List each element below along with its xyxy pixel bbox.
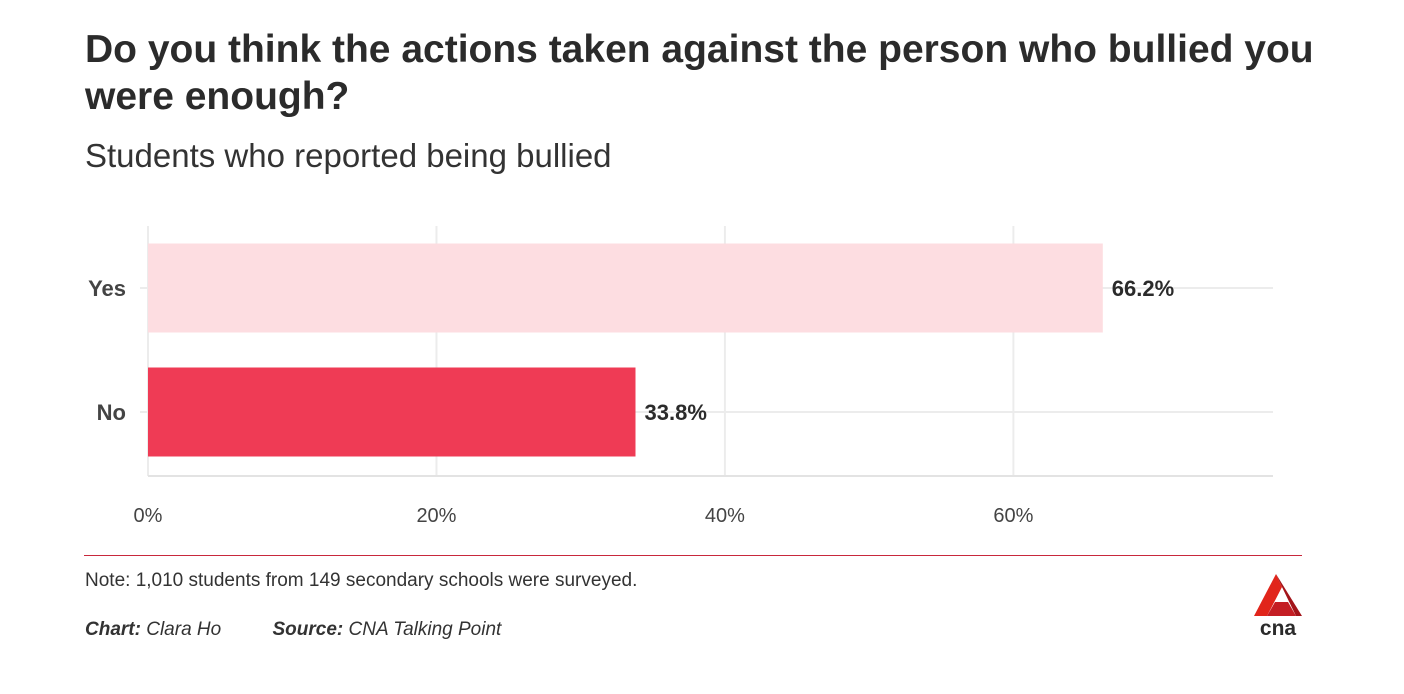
category-label-no: No [97,400,126,425]
cna-logo-mark-left [1254,574,1282,616]
bar-no [148,367,636,457]
x-tick-label-1: 20% [416,505,456,527]
chart-credit-author: Clara Ho [146,619,222,640]
x-tick-label-3: 60% [993,505,1033,527]
cna-logo-mark-base [1267,602,1296,616]
chart-title: Do you think the actions taken against t… [85,28,1314,118]
cna-logo: cna [1252,572,1304,638]
cna-logo-wordmark: cna [1260,617,1297,638]
cna-logo-mark-right [1276,574,1302,616]
category-label-yes: Yes [88,276,126,301]
bar-chart: Yes 66.2% No 33.8% 0% 20% 40% 60% [88,226,1273,527]
chart-subtitle: Students who reported being bullied [85,137,612,174]
bar-yes [148,243,1103,333]
source-credit-label: Source: [272,619,344,640]
x-tick-label-2: 40% [705,505,745,527]
footer-divider [84,555,1302,556]
credits: Chart: Clara Ho Source: CNA Talking Poin… [85,618,501,642]
footer-note: Note: 1,010 students from 149 secondary … [85,570,638,591]
x-tick-label-0: 0% [134,505,163,527]
chart-credit-label: Chart: [85,619,141,640]
value-label-no: 33.8% [645,400,707,425]
source-credit: Source: CNA Talking Point [273,618,502,642]
source-credit-name: CNA Talking Point [348,619,502,640]
value-label-yes: 66.2% [1112,276,1174,301]
chart-credit: Chart: Clara Ho [85,618,221,642]
